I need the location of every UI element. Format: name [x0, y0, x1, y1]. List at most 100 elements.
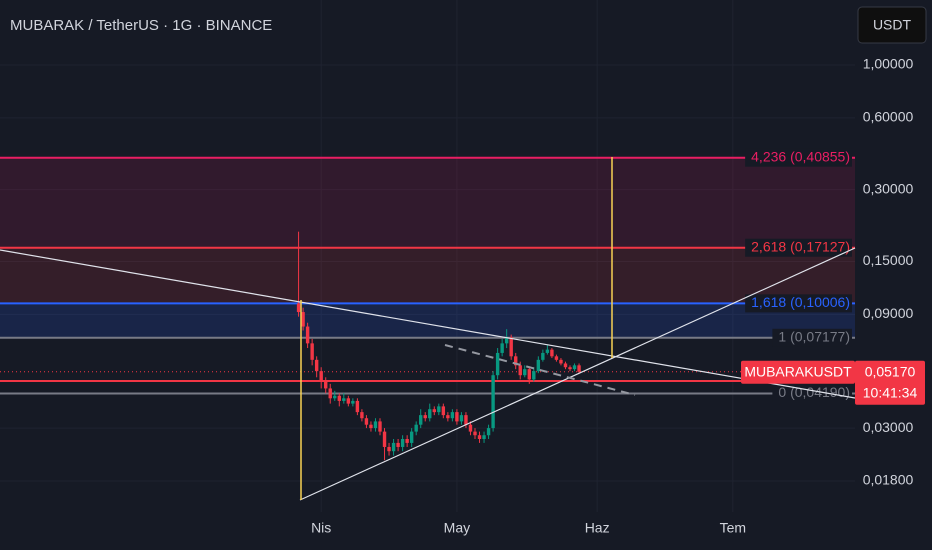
y-tick-label: 0,03000: [863, 419, 914, 435]
candle-body: [491, 375, 495, 429]
candle-body: [387, 446, 391, 452]
candle-body: [495, 352, 500, 376]
candle-body: [536, 359, 541, 372]
level-band: [0, 247, 855, 304]
candle-body: [400, 438, 405, 447]
candle-body: [419, 415, 423, 425]
candle-body: [382, 431, 387, 447]
candle-body: [559, 359, 563, 364]
candle-body: [446, 415, 450, 419]
label-backdrop: [745, 238, 852, 257]
candle-body: [500, 343, 504, 353]
x-tick-label: Nis: [311, 520, 331, 536]
candle-body: [509, 337, 513, 357]
candle-body: [455, 412, 459, 422]
candle-body: [572, 365, 577, 370]
candle-body: [405, 438, 409, 443]
candle-body: [486, 428, 491, 436]
candle-body: [437, 406, 441, 413]
trend-line: [299, 247, 856, 501]
candle-body: [577, 365, 581, 372]
y-tick-label: 1,00000: [863, 56, 914, 72]
y-tick-label: 0,01800: [863, 472, 914, 488]
candle-layer: [296, 231, 581, 461]
candle-body: [351, 400, 355, 404]
candle-body: [468, 424, 473, 432]
candle-body: [550, 349, 554, 357]
y-tick-label: 0,30000: [863, 180, 914, 196]
candle-body: [319, 371, 323, 382]
candle-body: [310, 343, 314, 360]
candle-body: [523, 369, 527, 376]
candle-body: [473, 431, 477, 436]
candle-body: [482, 435, 486, 439]
band-layer: [0, 157, 855, 338]
candle-body: [464, 415, 468, 425]
candle-body: [360, 412, 364, 419]
trend-line: [0, 249, 856, 399]
candle-body: [441, 406, 446, 416]
x-tick-label: May: [444, 520, 470, 536]
candle-body: [396, 442, 400, 447]
candle-body: [373, 421, 378, 429]
candle-body: [450, 412, 455, 419]
currency-label[interactable]: USDT: [873, 17, 912, 33]
candle-body: [314, 359, 319, 372]
label-backdrop: [772, 384, 852, 403]
candle-body: [409, 431, 414, 443]
candle-body: [459, 415, 464, 422]
chart-title: MUBARAK / TetherUS · 1G · BINANCE: [10, 17, 272, 34]
axis-layer: 1,00000 0,60000 0,30000 0,15000 0,09000 0,030…: [311, 56, 925, 536]
symbol-label: MUBARAKUSDT: [744, 363, 852, 379]
label-backdrop: [745, 148, 852, 167]
candle-body: [541, 352, 545, 360]
symbol-tag: [741, 360, 855, 384]
candle-body: [333, 395, 337, 399]
currency-button[interactable]: [857, 6, 927, 44]
candle-body: [391, 442, 396, 452]
level-label: 1,618 (0,10006): [751, 294, 850, 310]
candle-body: [328, 388, 332, 399]
candle-body: [518, 365, 522, 376]
candle-body: [296, 303, 301, 313]
candle-body: [355, 400, 360, 413]
y-tick-label: 0,09000: [863, 305, 914, 321]
level-layer: 4,236 (0,40855) 2,618 (0,17127) 1,618 (0,1…: [0, 148, 855, 403]
countdown-label: 10:41:34: [863, 384, 918, 400]
y-tick-label: 0,60000: [863, 109, 914, 125]
x-tick-label: Haz: [585, 520, 610, 536]
y-tick-label: 0,15000: [863, 252, 914, 268]
dashed-line: [444, 344, 636, 396]
candle-body: [563, 363, 568, 368]
candle-body: [432, 409, 436, 413]
candle-body: [428, 409, 432, 419]
price-tag: [855, 360, 925, 405]
candle-body: [545, 349, 550, 353]
candle-body: [369, 424, 373, 429]
label-backdrop: [745, 294, 852, 313]
candle-body: [378, 421, 382, 432]
candle-body: [527, 369, 531, 380]
candle-body: [342, 398, 346, 401]
candle-body: [305, 326, 310, 344]
grid-layer: [0, 0, 855, 512]
candle-body: [477, 435, 482, 439]
price-label: 0,05170: [865, 363, 916, 379]
label-backdrop: [772, 328, 852, 347]
level-label: 2,618 (0,17127): [751, 238, 850, 254]
candle-body: [554, 356, 559, 360]
candle-body: [514, 356, 518, 366]
candle-body: [504, 337, 509, 344]
x-tick-label: Tem: [720, 520, 746, 536]
drawings: [0, 157, 856, 501]
candle-body: [423, 415, 427, 419]
level-band: [0, 303, 855, 338]
level-band: [0, 157, 855, 248]
candle-body: [532, 371, 536, 380]
candle-body: [346, 398, 351, 404]
candle-body: [337, 395, 341, 401]
candle-body: [324, 381, 328, 389]
level-label: 1 (0,07177): [778, 328, 850, 344]
candle-body: [301, 312, 305, 327]
candle-body: [568, 367, 572, 370]
